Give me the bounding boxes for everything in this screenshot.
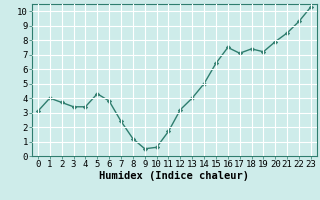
X-axis label: Humidex (Indice chaleur): Humidex (Indice chaleur) bbox=[100, 171, 249, 181]
